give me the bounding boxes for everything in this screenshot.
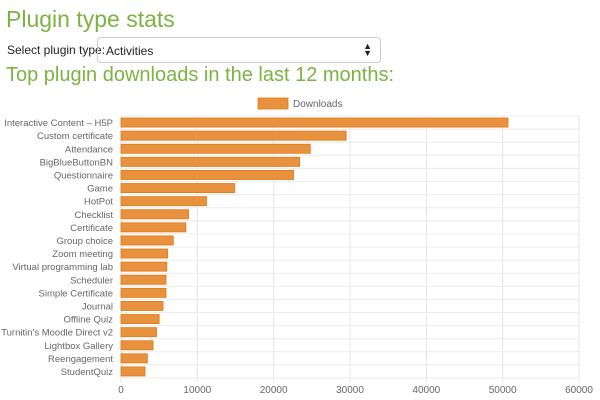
select-label: Select plugin type: [7, 43, 106, 57]
category-label: Questionnaire [54, 170, 113, 181]
chevron-updown-icon: ▲ ▼ [363, 41, 372, 58]
bar [120, 235, 174, 246]
category-label: Interactive Content – H5P [4, 118, 113, 129]
bar [120, 130, 347, 141]
x-tick-label: 10000 [183, 385, 211, 396]
bar [120, 274, 167, 285]
bar [120, 314, 160, 325]
bar [120, 117, 509, 128]
bar [120, 340, 154, 351]
category-label: Reengagement [48, 354, 113, 365]
category-label: Game [87, 184, 113, 195]
x-tick-label: 40000 [412, 385, 440, 396]
bar [120, 366, 146, 377]
bar [120, 196, 207, 207]
category-label: Simple Certificate [39, 288, 113, 299]
bar [120, 169, 294, 180]
plugin-type-select[interactable]: Activities ▲ ▼ [97, 37, 381, 63]
category-label: Group choice [56, 236, 113, 247]
category-label: Journal [82, 301, 113, 312]
category-label: Scheduler [70, 275, 113, 286]
category-label: Custom certificate [37, 131, 113, 142]
page-title: Plugin type stats [6, 6, 175, 32]
bar [120, 143, 311, 154]
bar [120, 300, 164, 311]
category-label: Offline Quiz [64, 315, 114, 326]
category-label: HotPot [84, 197, 113, 208]
category-label: Attendance [65, 144, 113, 155]
bar [120, 222, 187, 233]
x-tick-label: 30000 [336, 385, 364, 396]
bar [120, 287, 167, 298]
category-label: BigBlueButtonBN [40, 157, 114, 168]
category-label: Zoom meeting [52, 249, 113, 260]
select-value: Activities [106, 44, 154, 58]
legend-swatch [257, 97, 289, 110]
category-label: Certificate [70, 223, 113, 234]
x-tick-label: 20000 [260, 385, 288, 396]
bar [120, 353, 148, 364]
bar [120, 327, 157, 338]
bar [120, 209, 189, 220]
bar [120, 156, 301, 167]
x-tick-label: 0 [118, 385, 124, 396]
bar [120, 183, 236, 194]
bar [120, 248, 168, 259]
category-label: Turnitin's Moodle Direct v2 [1, 328, 113, 339]
x-tick-label: 60000 [565, 385, 593, 396]
bar [120, 261, 168, 272]
category-label: Checklist [74, 210, 113, 221]
x-tick-label: 50000 [489, 385, 517, 396]
category-label: StudentQuiz [61, 367, 114, 378]
category-label: Lightbox Gallery [44, 341, 113, 352]
category-label: Virtual programming lab [12, 262, 113, 273]
legend-label: Downloads [293, 99, 342, 110]
chart-heading: Top plugin downloads in the last 12 mont… [6, 64, 395, 86]
